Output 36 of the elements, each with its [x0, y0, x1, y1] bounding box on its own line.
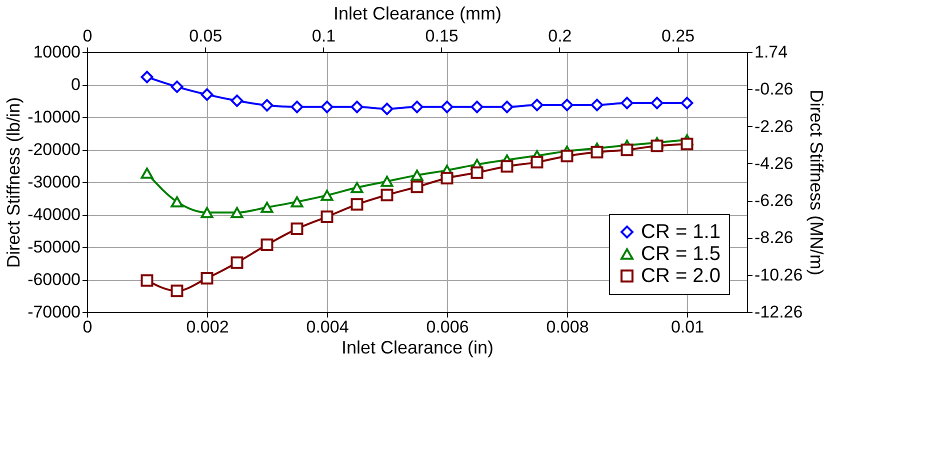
- y-tick-label: -50000: [28, 238, 80, 256]
- y2-tick-label: -4.26: [754, 154, 794, 173]
- x2-tick-label: 0.2: [548, 26, 572, 46]
- x-axis-title: Inlet Clearance (in): [341, 338, 494, 358]
- x-tick-label: 0.008: [546, 318, 589, 336]
- x-tick-label: 0.004: [306, 318, 349, 336]
- x-tick-label: 0: [82, 318, 92, 336]
- x2-axis-title: Inlet Clearance (mm): [333, 4, 502, 24]
- x-tick-label: 0.002: [186, 318, 229, 336]
- y2-tick-label: -8.26: [754, 228, 794, 248]
- legend-label: CR = 2.0: [641, 265, 720, 287]
- y-axis-title: Direct Stiffness (lb/in): [4, 97, 24, 268]
- x2-tick-label: 0.25: [662, 26, 695, 46]
- x2-tick-label: 0: [82, 26, 92, 46]
- y-tick-label: -20000: [28, 140, 80, 159]
- y-tick-label: 0: [71, 75, 80, 94]
- y-tick-label: -10000: [28, 108, 80, 126]
- y2-tick-label: -0.26: [754, 80, 794, 99]
- y-tick-label: 10000: [33, 42, 80, 62]
- y2-tick-label: -10.26: [754, 265, 803, 284]
- x2-tick-label: 0.05: [189, 26, 222, 46]
- y2-axis-title: Direct Stiffness (MN/m): [806, 90, 827, 276]
- x-tick-label: 0.01: [670, 318, 704, 336]
- y2-tick-label: -6.26: [754, 191, 794, 210]
- x-tick-label: 0.006: [426, 318, 469, 336]
- legend-label: CR = 1.5: [641, 243, 720, 265]
- y-tick-label: -70000: [28, 302, 80, 322]
- legend-label: CR = 1.1: [641, 221, 720, 243]
- y-tick-label: -30000: [28, 172, 80, 192]
- y-tick-label: -60000: [28, 270, 80, 289]
- x2-tick-label: 0.15: [425, 26, 458, 46]
- x2-tick-label: 0.1: [312, 26, 336, 46]
- y2-tick-label: -2.26: [754, 116, 794, 136]
- y2-tick-label: -12.26: [754, 302, 803, 322]
- y-tick-label: -40000: [28, 205, 80, 224]
- y2-tick-label: 1.74: [754, 42, 788, 62]
